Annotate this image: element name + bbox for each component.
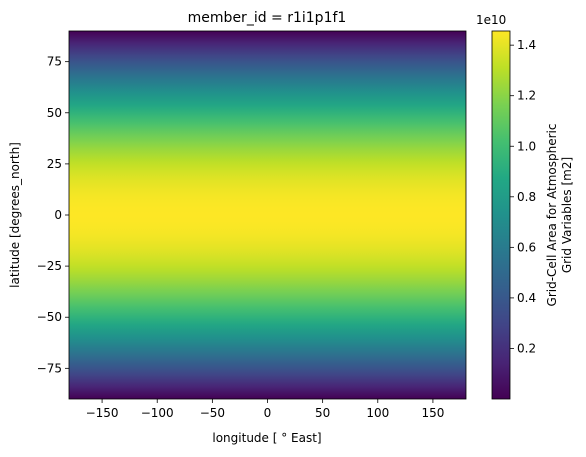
colorbar-tick-label: 1.2 [517, 89, 536, 103]
y-tick-label: 50 [47, 106, 62, 120]
x-tick-label: 150 [421, 406, 444, 420]
x-tick-label: −100 [141, 406, 174, 420]
colorbar-label-line2: Grid Variables [m2] [560, 157, 574, 273]
colorbar-label-line1: Grid-Cell Area for Atmospheric [545, 124, 559, 307]
colorbar-tick-label: 0.8 [517, 190, 536, 204]
colorbar-tick-label: 0.6 [517, 240, 536, 254]
y-tick-label: −50 [37, 310, 62, 324]
y-tick-label: −25 [37, 259, 62, 273]
colorbar-offset-text: 1e10 [476, 13, 506, 27]
colorbar-tick-label: 1.0 [517, 139, 536, 153]
colorbar-tick-label: 0.2 [517, 341, 536, 355]
plot-area [68, 30, 467, 400]
x-tick-label: −150 [86, 406, 119, 420]
colorbar: 0.2 0.4 0.6 0.8 1.0 1.2 1.4 1e10 Grid-Cell Are… [476, 13, 574, 400]
y-tick-label: 75 [47, 55, 62, 69]
chart-title: member_id = r1i1p1f1 [188, 10, 347, 26]
x-axis-label: longitude [ ° East] [212, 431, 321, 445]
y-axis-label: latitude [degrees_north] [8, 142, 22, 288]
y-axis-ticks: −75 −50 −25 0 25 50 75 [37, 55, 69, 375]
colorbar-tick-label: 1.4 [517, 38, 536, 52]
x-tick-label: 50 [315, 406, 330, 420]
x-tick-label: 0 [264, 406, 272, 420]
x-tick-label: 100 [366, 406, 389, 420]
x-axis-ticks: −150 −100 −50 0 50 100 150 [86, 399, 444, 420]
y-tick-label: 0 [54, 208, 62, 222]
colorbar-ticks: 0.2 0.4 0.6 0.8 1.0 1.2 1.4 [510, 38, 536, 355]
colorbar-tick-label: 0.4 [517, 291, 536, 305]
x-tick-label: −50 [200, 406, 225, 420]
y-tick-label: −75 [37, 361, 62, 375]
y-tick-label: 25 [47, 157, 62, 171]
colorbar-gradient [492, 31, 510, 399]
heatmap-image [69, 31, 466, 399]
colorbar-frame [491, 30, 511, 400]
